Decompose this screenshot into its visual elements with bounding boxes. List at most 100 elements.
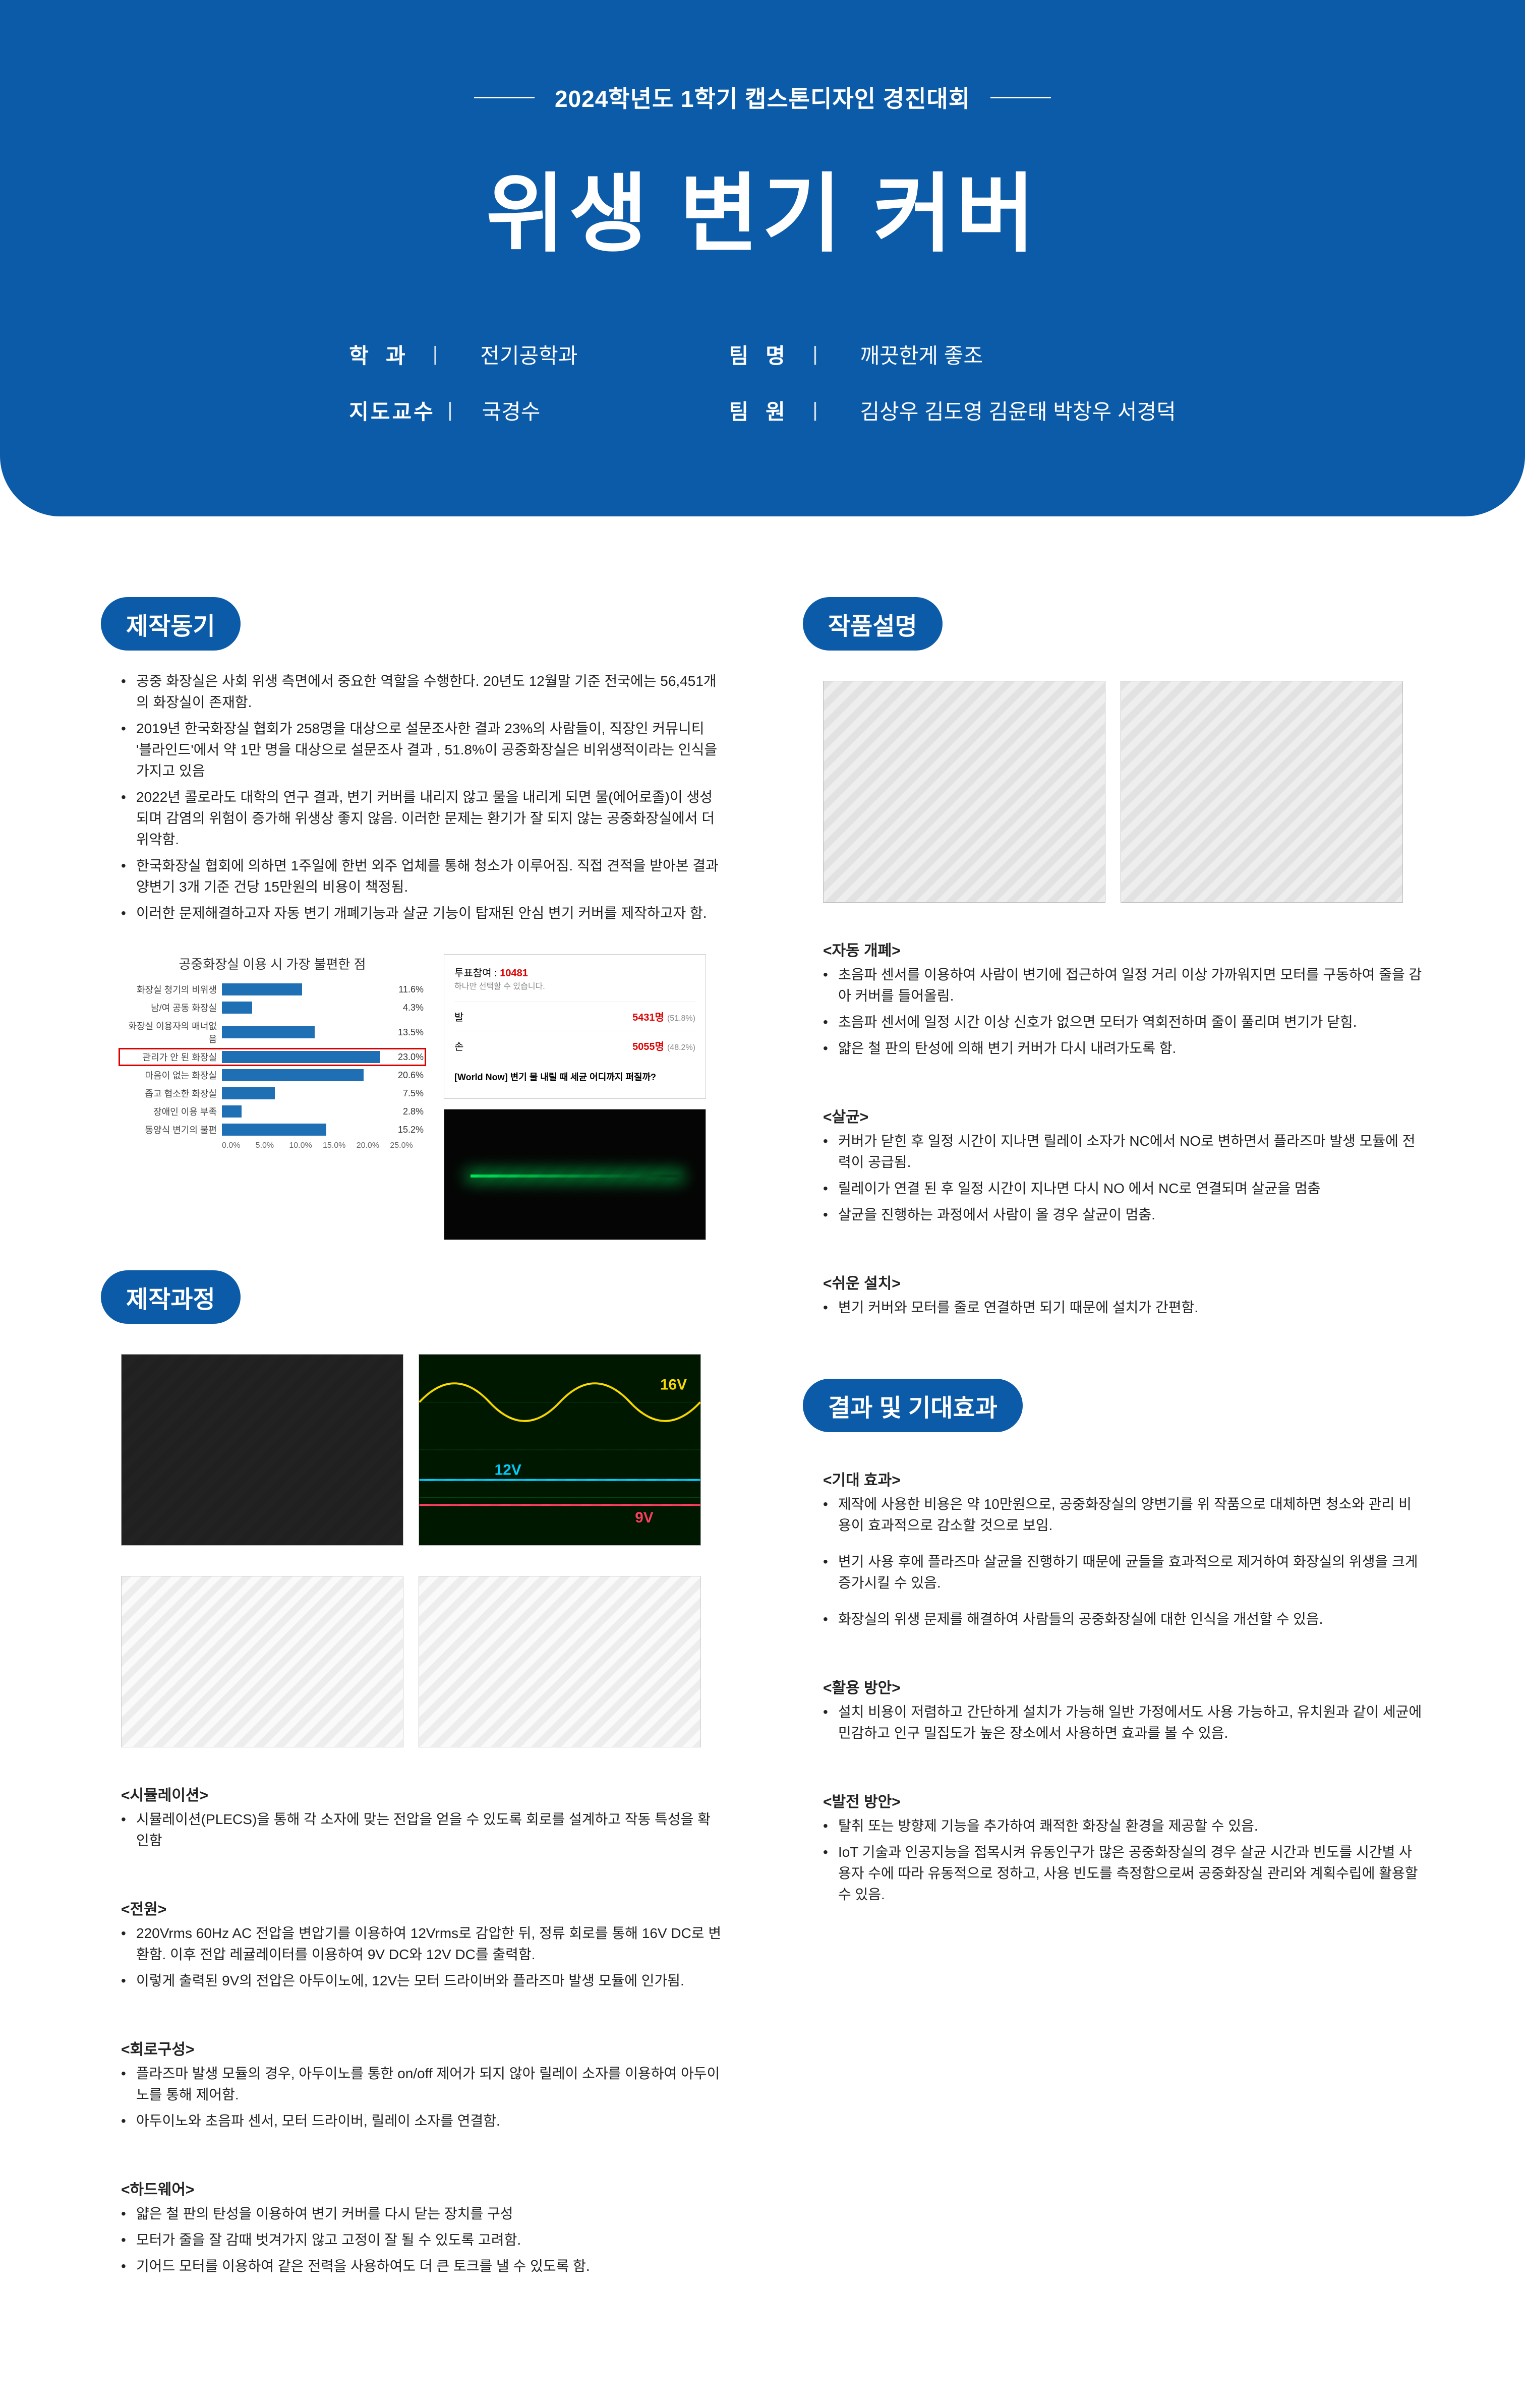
bar-fill: [222, 1002, 252, 1014]
poster-root: 2024학년도 1학기 캡스톤디자인 경진대회 위생 변기 커버 학 과 ㅣ 전…: [0, 0, 1525, 2408]
bar-label: 관리가 안 된 화장실: [121, 1050, 222, 1064]
bar-row: 화장실 이용자의 매너없음 13.5%: [121, 1019, 424, 1045]
process-hw-head: <하드웨어>: [121, 2177, 722, 2199]
product-photo-lid: [1121, 681, 1403, 903]
process-hw-list: 얇은 철 판의 탄성을 이용하여 변기 커버를 다시 닫는 장치를 구성모터가 …: [101, 2203, 722, 2282]
list-item: 제작에 사용한 비용은 약 10만원으로, 공중화장실의 양변기를 위 작품으로…: [823, 1494, 1424, 1536]
bar-value: 13.5%: [398, 1027, 424, 1038]
bar-label: 남/여 공동 화장실: [121, 1001, 222, 1014]
bar-value: 7.5%: [403, 1088, 424, 1099]
bar-track: [222, 983, 394, 995]
bar-label: 장애인 이용 부족: [121, 1105, 222, 1118]
bar-label: 좁고 협소한 화장실: [121, 1087, 222, 1100]
subtitle-row: 2024학년도 1학기 캡스톤디자인 경진대회: [101, 81, 1424, 114]
value-dept: 전기공학과: [480, 339, 577, 370]
desc-auto-head: <자동 개폐>: [823, 938, 1424, 960]
bar-row: 좁고 협소한 화장실 7.5%: [121, 1087, 424, 1100]
axis-tick: 5.0%: [256, 1141, 289, 1150]
list-item: 공중 화장실은 사회 위생 측면에서 중요한 역할을 수행한다. 20년도 12…: [121, 671, 722, 713]
desc-easy-list: 변기 커버와 모터를 줄로 연결하면 되기 때문에 설치가 간편함.: [803, 1297, 1424, 1323]
bar-chart-axis: 0.0%5.0%10.0%15.0%20.0%25.0%: [222, 1141, 424, 1150]
bar-row: 장애인 이용 부족 2.8%: [121, 1105, 424, 1118]
label-dept-b: 과: [386, 339, 421, 370]
axis-tick: 15.0%: [323, 1141, 357, 1150]
list-item: 커버가 닫힌 후 일정 시간이 지나면 릴레이 소자가 NC에서 NO로 변하면…: [823, 1131, 1424, 1173]
result-dev-head: <발전 방안>: [823, 1789, 1424, 1811]
product-photo-assembled: [823, 681, 1105, 903]
plecs-schematic: [121, 1576, 403, 1747]
list-item: 아두이노와 초음파 센서, 모터 드라이버, 릴레이 소자를 연결함.: [121, 2110, 722, 2132]
bar-track: [222, 1026, 394, 1038]
list-item: 기어드 모터를 이용하여 같은 전력을 사용하여도 더 큰 토크를 낼 수 있도…: [121, 2256, 722, 2277]
bar-label: 마음이 없는 화장실: [121, 1069, 222, 1082]
bar-row: 화장실 청기의 비위생 11.6%: [121, 983, 424, 996]
list-item: 플라즈마 발생 모듈의 경우, 아두이노를 통한 on/off 제어가 되지 않…: [121, 2063, 722, 2105]
chart-title: 공중화장실 이용 시 가장 불편한 점: [121, 954, 424, 973]
list-item: 화장실의 위생 문제를 해결하여 사람들의 공중화장실에 대한 인식을 개선할 …: [823, 1609, 1424, 1630]
bar-label: 화장실 이용자의 매너없음: [121, 1019, 222, 1045]
content-grid: 제작동기 공중 화장실은 사회 위생 측면에서 중요한 역할을 수행한다. 20…: [0, 516, 1525, 2408]
bar-track: [222, 1069, 394, 1081]
section-title-description: 작품설명: [803, 597, 943, 651]
poster-title: 위생 변기 커버: [101, 144, 1424, 268]
result-use-list: 설치 비용이 저렴하고 간단하게 설치가 가능해 일반 가정에서도 사용 가능하…: [803, 1701, 1424, 1749]
list-item: 2019년 한국화장실 협회가 258명을 대상으로 설문조사한 결과 23%의…: [121, 718, 722, 782]
bar-row: 마음이 없는 화장실 20.6%: [121, 1069, 424, 1082]
survey-option: 발5431명(51.8%): [454, 1002, 695, 1031]
bar-label: 동양식 변기의 불편: [121, 1123, 222, 1136]
bar-track: [222, 1087, 399, 1099]
result-expect-list: 제작에 사용한 비용은 약 10만원으로, 공중화장실의 양변기를 위 작품으로…: [803, 1494, 1424, 1645]
bar-row: 관리가 안 된 화장실23.0%: [121, 1050, 424, 1064]
right-column: 작품설명 <자동 개폐> 초음파 센서를 이용하여 사람이 변기에 접근하여 일…: [803, 597, 1424, 2307]
bar-chart-body: 화장실 청기의 비위생 11.6% 남/여 공동 화장실 4.3% 화장실 이용자의 매…: [121, 983, 424, 1136]
desc-uv-head: <살균>: [823, 1104, 1424, 1127]
list-item: 살균을 진행하는 과정에서 사람이 올 경우 살균이 멈춤.: [823, 1204, 1424, 1225]
scope-label-16v: 16V: [660, 1377, 687, 1393]
list-item: 초음파 센서를 이용하여 사람이 변기에 접근하여 일정 거리 이상 가까워지면…: [823, 964, 1424, 1007]
survey-bar-chart: 공중화장실 이용 시 가장 불편한 점 화장실 청기의 비위생 11.6% 남/여 …: [121, 954, 424, 1150]
list-item: 얇은 철 판의 탄성에 의해 변기 커버가 다시 내려가도록 함.: [823, 1038, 1424, 1059]
axis-tick: 25.0%: [390, 1141, 424, 1150]
list-item: 얇은 철 판의 탄성을 이용하여 변기 커버를 다시 닫는 장치를 구성: [121, 2203, 722, 2224]
bar-fill: [222, 1026, 315, 1038]
list-item: 탈취 또는 방향제 기능을 추가하여 쾌적한 화장실 환경을 제공할 수 있음.: [823, 1815, 1424, 1837]
bar-value: 11.6%: [398, 984, 424, 995]
bar-label: 화장실 청기의 비위생: [121, 983, 222, 996]
bar-value: 4.3%: [403, 1003, 424, 1013]
product-photo-row: [803, 681, 1424, 903]
process-power-list: 220Vrms 60Hz AC 전압을 변압기를 이용하여 12Vrms로 감압…: [101, 1923, 722, 1996]
list-item: 릴레이가 연결 된 후 일정 시간이 지나면 다시 NO 에서 NC로 연결되며…: [823, 1178, 1424, 1199]
bar-row: 동양식 변기의 불편15.2%: [121, 1123, 424, 1136]
list-item: 한국화장실 협회에 의하면 1주일에 한번 외주 업체를 통해 청소가 이루어짐…: [121, 855, 722, 898]
bar-fill: [222, 983, 302, 995]
breadboard-photo: [121, 1354, 403, 1546]
value-team: 깨끗한게 좋조: [860, 339, 983, 370]
bar-track: [222, 1105, 399, 1118]
list-item: 초음파 센서에 일정 시간 이상 신호가 없으면 모터가 역회전하며 줄이 풀리…: [823, 1012, 1424, 1033]
label-prof: 지도교수: [349, 395, 435, 426]
label-mem-a: 팀: [729, 395, 764, 426]
survey-question: [World Now] 변기 물 내릴 때 세균 어디까지 퍼질까?: [454, 1070, 695, 1083]
scope-label-12v: 12V: [495, 1462, 521, 1479]
list-item: 이러한 문제해결하고자 자동 변기 개폐기능과 살균 기능이 탑재된 안심 변기…: [121, 903, 722, 924]
info-members: 팀 원 ㅣ 김상우 김도영 김윤태 박창우 서경덕: [729, 395, 1176, 426]
process-power-head: <전원>: [121, 1897, 722, 1919]
list-item: 이렇게 출력된 9V의 전압은 아두이노에, 12V는 모터 드라이버와 플라즈…: [121, 1970, 722, 1991]
survey-sub: 하나만 선택할 수 있습니다.: [454, 979, 695, 991]
blind-survey-box: 투표참여 : 10481 하나만 선택할 수 있습니다. 발5431명(51.8…: [444, 954, 706, 1099]
plecs-waveform: [419, 1576, 701, 1747]
label-team-b: 명: [766, 339, 800, 370]
list-item: 시뮬레이션(PLECS)을 통해 각 소자에 맞는 전압을 얻을 수 있도록 회…: [121, 1809, 722, 1851]
value-prof: 국경수: [482, 395, 540, 426]
bar-fill: [222, 1069, 364, 1081]
section-title-motivation: 제작동기: [101, 597, 241, 651]
result-expect-head: <기대 효과>: [823, 1467, 1424, 1490]
left-column: 제작동기 공중 화장실은 사회 위생 측면에서 중요한 역할을 수행한다. 20…: [101, 597, 722, 2307]
info-professor: 지도교수 ㅣ 국경수: [349, 395, 577, 426]
list-item: 변기 커버와 모터를 줄로 연결하면 되기 때문에 설치가 간편함.: [823, 1297, 1424, 1318]
result-use-head: <활용 방안>: [823, 1675, 1424, 1697]
list-item: 변기 사용 후에 플라즈마 살균을 진행하기 때문에 균들을 효과적으로 제거하…: [823, 1551, 1424, 1594]
value-mem: 김상우 김도영 김윤태 박창우 서경덕: [860, 395, 1176, 426]
bar-value: 20.6%: [398, 1070, 424, 1081]
bar-value: 2.8%: [403, 1106, 424, 1117]
